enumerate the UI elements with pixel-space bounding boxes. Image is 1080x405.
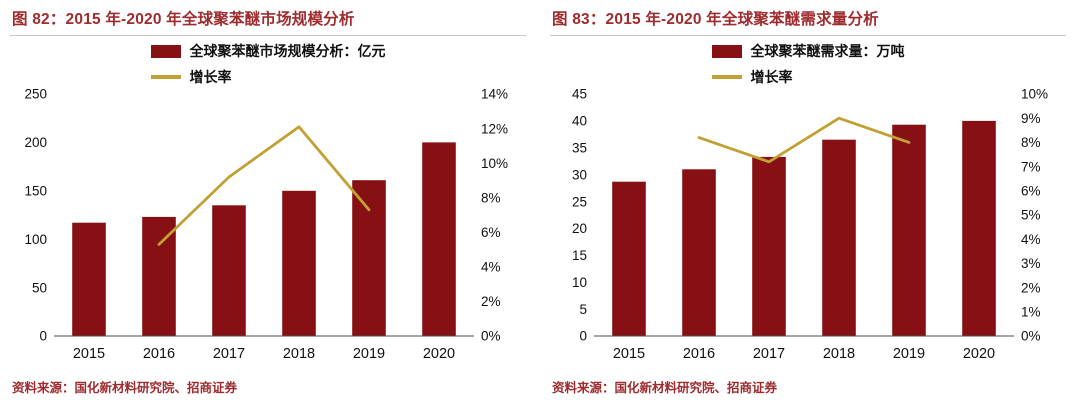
x-axis-label: 2016: [683, 346, 715, 362]
axis-tick-label: 0: [39, 329, 47, 344]
axis-tick-label: 10%: [1021, 87, 1048, 102]
axis-tick-label: 6%: [1021, 184, 1041, 199]
axis-tick-label: 9%: [1021, 111, 1041, 126]
bar-2016: [142, 216, 176, 336]
axis-tick-label: 10%: [481, 156, 508, 171]
growth-rate-line: [157, 125, 371, 246]
axis-tick-label: 0: [579, 329, 587, 344]
bar-2020: [422, 142, 456, 336]
bar-2017: [752, 156, 786, 336]
figure-83-panel: 图 83：2015 年-2020 年全球聚苯醚需求量分析 全球聚苯醚需求量：万吨…: [540, 0, 1080, 405]
figure-82-title: 图 82：2015 年-2020 年全球聚苯醚市场规模分析: [10, 0, 526, 36]
axis-tick-label: 1%: [1021, 305, 1041, 320]
x-axis-label: 2018: [283, 346, 315, 362]
axis-tick-label: 0%: [1021, 329, 1041, 344]
axis-tick-label: 8%: [1021, 135, 1041, 150]
figure-83-plot: 0 5 10 15 20 25 30 35 40 45 0% 1% 2% 3% 4% 5% 6% 7% 8% 9% 10…: [572, 87, 1048, 362]
x-axis-label: 2016: [143, 346, 175, 362]
axis-tick-label: 0%: [481, 329, 501, 344]
axis-tick-label: 45: [572, 87, 587, 102]
x-axis-label: 2020: [423, 346, 455, 362]
axis-tick-label: 5: [579, 302, 587, 317]
axis-tick-label: 200: [24, 135, 47, 150]
figure-82-panel: 图 82：2015 年-2020 年全球聚苯醚市场规模分析 全球聚苯醚市场规模分…: [10, 0, 526, 395]
bar-2019: [892, 124, 926, 336]
x-axis-label: 2018: [823, 346, 855, 362]
axis-tick-label: 250: [24, 87, 47, 102]
axis-tick-label: 2%: [481, 294, 501, 309]
bar-2016: [682, 169, 716, 336]
axis-tick-label: 10: [572, 275, 587, 290]
x-axis-label: 2015: [73, 346, 105, 362]
axis-tick-label: 6%: [481, 225, 501, 240]
figure-83-title: 图 83：2015 年-2020 年全球聚苯醚需求量分析: [550, 0, 1066, 36]
x-axis-label: 2019: [893, 346, 925, 362]
axis-tick-label: 4%: [1021, 232, 1041, 247]
axis-tick-label: 7%: [1021, 159, 1041, 174]
x-axis-label: 2017: [213, 346, 245, 362]
axis-tick-label: 3%: [1021, 256, 1041, 271]
bar-2019: [352, 180, 386, 336]
figure-83-source: 资料来源：国化新材料研究院、招商证券: [552, 381, 778, 395]
x-axis-label: 2020: [963, 346, 995, 362]
axis-tick-label: 20: [572, 221, 587, 236]
axis-tick-label: 12%: [481, 121, 508, 136]
x-axis-label: 2015: [613, 346, 645, 362]
x-axis-label: 2019: [353, 346, 385, 362]
axis-tick-label: 15: [572, 248, 587, 263]
bar-2015: [612, 181, 646, 336]
x-axis-label: 2017: [753, 346, 785, 362]
axis-tick-label: 50: [32, 280, 47, 295]
axis-tick-label: 25: [572, 194, 587, 209]
axis-tick-label: 100: [24, 232, 47, 247]
axis-tick-label: 5%: [1021, 208, 1041, 223]
axis-tick-label: 150: [24, 184, 47, 199]
axis-tick-label: 4%: [481, 260, 501, 275]
bar-2017: [212, 205, 246, 336]
growth-rate-line: [697, 116, 911, 164]
axis-tick-label: 30: [572, 167, 587, 182]
axis-tick-label: 35: [572, 141, 587, 156]
bar-2020: [962, 120, 996, 337]
axis-tick-label: 2%: [1021, 280, 1041, 295]
figure-83-chart-area: 全球聚苯醚需求量：万吨 增长率 0 5 10 15 20 25 30 35 40 45 0% 1% 2%…: [550, 36, 1066, 374]
figure-82-source: 资料来源：国化新材料研究院、招商证券: [12, 381, 238, 395]
figure-82-chart-area: 全球聚苯醚市场规模分析：亿元 增长率 0 50 100 150 200 250 0% 2% 4%…: [10, 36, 526, 374]
axis-tick-label: 40: [572, 114, 587, 129]
bar-2015: [72, 222, 106, 336]
axis-tick-label: 14%: [481, 87, 508, 102]
figure-82-plot: 0 50 100 150 200 250 0% 2% 4% 6% 8% 10% 12% 14% 2015 20…: [24, 87, 508, 362]
axis-tick-label: 8%: [481, 190, 501, 205]
bar-2018: [282, 190, 316, 336]
bar-2018: [822, 139, 856, 336]
